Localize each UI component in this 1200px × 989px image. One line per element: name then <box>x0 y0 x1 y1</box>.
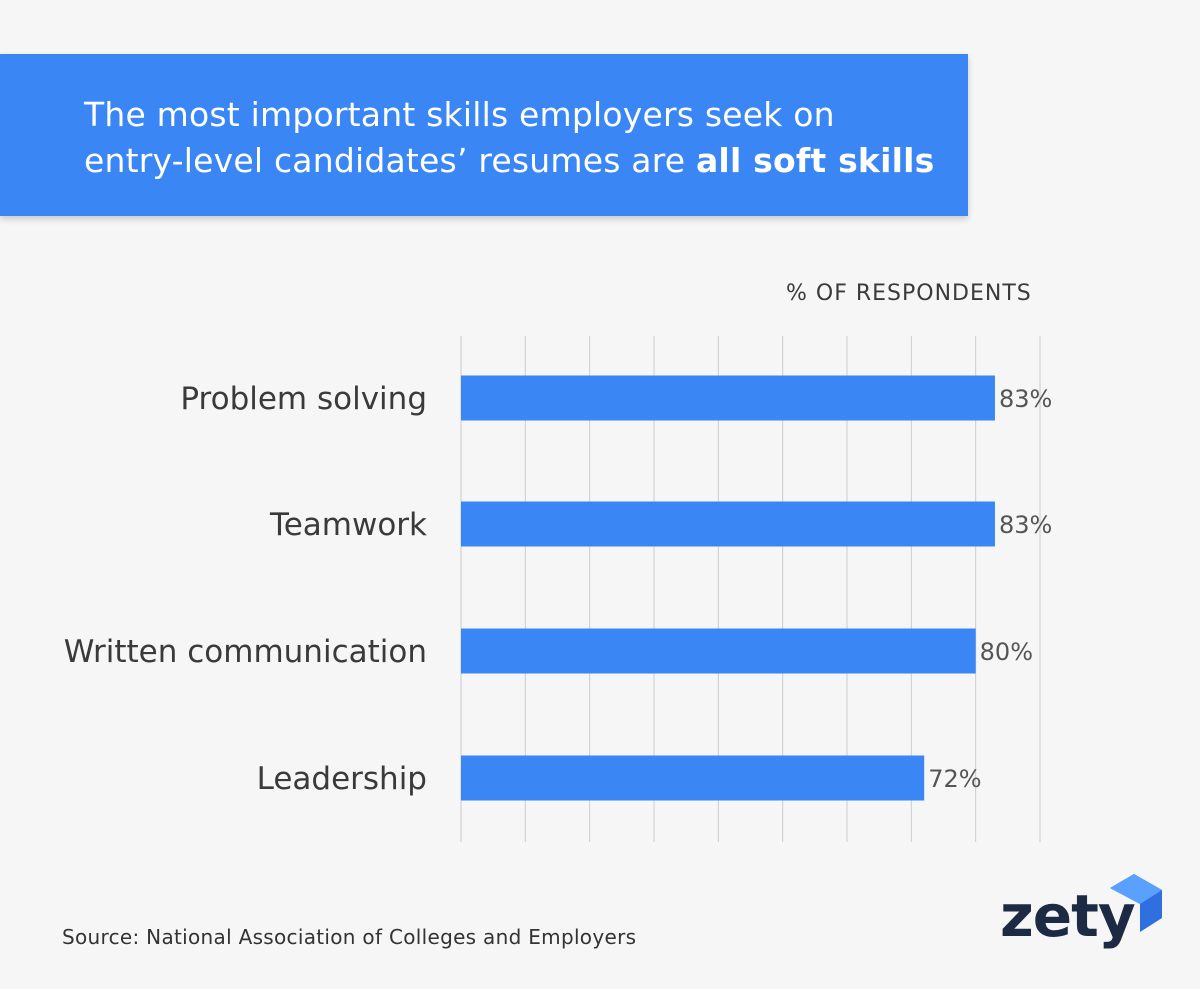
title-line-2: entry-level candidates’ resumes are <box>84 141 696 180</box>
category-label: Written communication <box>64 634 427 670</box>
bar <box>461 755 925 801</box>
title-emphasis: all soft skills <box>695 141 935 180</box>
category-label: Teamwork <box>269 507 427 543</box>
value-label: 83% <box>999 385 1052 413</box>
value-label: 83% <box>999 511 1052 539</box>
zety-triangle-logo-icon <box>1110 874 1162 932</box>
bar <box>461 375 995 421</box>
axis-title: % OF RESPONDENTS <box>786 281 1032 306</box>
zety-logo: zety <box>1000 870 1170 954</box>
source-note: Source: National Association of Colleges… <box>62 925 637 949</box>
value-label: 80% <box>980 638 1033 666</box>
title-line-1: The most important skills employers seek… <box>84 95 835 134</box>
logo-wordmark: zety <box>1000 882 1136 950</box>
bar <box>461 628 976 674</box>
title-banner <box>0 54 968 216</box>
chart-title: The most important skills employers seek… <box>84 92 944 184</box>
category-label: Problem solving <box>180 381 427 417</box>
category-label: Leadership <box>257 761 427 797</box>
value-label: 72% <box>928 765 981 793</box>
bar <box>461 501 995 547</box>
